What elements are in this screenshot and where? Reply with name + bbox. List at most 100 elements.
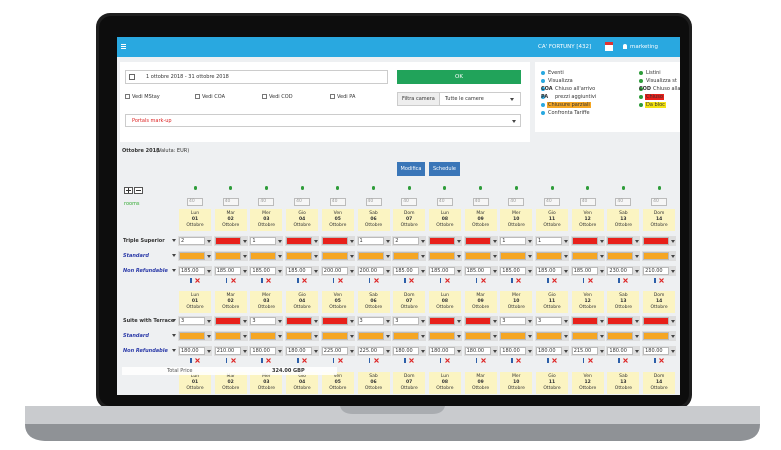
edit-icon[interactable] [475,278,478,283]
rooms-input[interactable]: 40 [222,198,239,206]
rooms-input[interactable]: 40 [187,198,203,206]
rate-cell[interactable]: 185.00 [463,266,498,276]
edit-icon[interactable] [618,358,620,363]
rate-cell[interactable] [213,251,248,261]
rate-cell[interactable] [606,251,641,261]
delete-icon[interactable] [659,358,665,363]
availability-cell[interactable]: 3 [356,316,391,326]
delete-icon[interactable] [480,278,486,283]
edit-icon[interactable] [654,278,656,283]
rate-cell[interactable]: 185.00 [213,266,248,276]
availability-cell[interactable] [427,316,462,326]
rate-cell[interactable] [606,331,641,341]
action-button[interactable]: Schedule [429,162,460,176]
rate-cell[interactable]: 230.00 [606,266,641,276]
rooms-input[interactable]: 40 [401,198,418,206]
rate-cell[interactable]: 180.00 [499,346,534,356]
rate-cell[interactable] [392,251,427,261]
delete-icon[interactable] [444,278,450,283]
rate-cell[interactable] [249,331,284,341]
delete-icon[interactable] [587,278,593,283]
rooms-input[interactable]: 40 [294,198,311,206]
delete-icon[interactable] [230,358,236,363]
menu-icon[interactable] [121,48,126,49]
availability-cell[interactable] [213,316,248,326]
rate-cell[interactable]: 180.00 [606,346,641,356]
delete-icon[interactable] [444,358,450,363]
availability-cell[interactable] [570,236,605,246]
ok-button[interactable]: OK [397,70,521,84]
rate-cell[interactable]: 185.00 [392,266,427,276]
camera-filter[interactable]: Filtra camera Tutte le camere [397,92,521,106]
availability-cell[interactable]: 1 [356,236,391,246]
availability-cell[interactable]: 1 [249,236,284,246]
menu-icon[interactable] [121,46,126,47]
edit-icon[interactable] [332,358,335,363]
delete-icon[interactable] [230,278,236,283]
edit-icon[interactable] [261,278,263,283]
edit-icon[interactable] [439,358,442,363]
delete-icon[interactable] [195,358,200,363]
availability-cell[interactable] [320,236,355,246]
edit-icon[interactable] [190,278,192,283]
availability-cell[interactable]: 3 [392,316,427,326]
availability-cell[interactable] [570,316,605,326]
availability-cell[interactable]: 3 [178,316,212,326]
availability-cell[interactable] [285,236,320,246]
delete-icon[interactable] [480,358,486,363]
edit-icon[interactable] [582,358,585,363]
rooms-input[interactable]: 40 [258,198,275,206]
rate-cell[interactable]: 185.00 [535,266,569,276]
rooms-input[interactable]: 40 [651,198,668,206]
availability-cell[interactable] [320,316,355,326]
rooms-input[interactable]: 40 [544,198,560,206]
action-button[interactable]: Modifica [397,162,425,176]
rate-cell[interactable] [178,251,212,261]
rate-cell[interactable]: 185.00 [427,266,462,276]
availability-cell[interactable] [463,236,498,246]
availability-cell[interactable]: 3 [499,316,534,326]
edit-icon[interactable] [190,358,192,363]
rate-cell[interactable] [570,331,605,341]
edit-icon[interactable] [475,358,478,363]
delete-icon[interactable] [373,358,379,363]
portals-field[interactable]: Portals mark-up [125,114,521,127]
delete-icon[interactable] [266,278,272,283]
edit-icon[interactable] [297,358,299,363]
availability-cell[interactable] [427,236,462,246]
delete-icon[interactable] [623,358,629,363]
rate-cell[interactable] [463,331,498,341]
rate-cell[interactable] [285,251,320,261]
rate-cell[interactable] [463,251,498,261]
availability-cell[interactable] [213,236,248,246]
rate-cell[interactable] [427,251,462,261]
edit-icon[interactable] [297,278,299,283]
rate-cell[interactable] [642,331,677,341]
rate-cell[interactable]: 180.00 [463,346,498,356]
availability-cell[interactable]: 2 [392,236,427,246]
delete-icon[interactable] [409,358,415,363]
rooms-input[interactable]: 40 [508,198,525,206]
checkbox[interactable] [262,94,267,99]
availability-cell[interactable]: 2 [178,236,212,246]
rate-cell[interactable] [427,331,462,341]
edit-icon[interactable] [511,358,513,363]
rate-cell[interactable]: 225.00 [356,346,391,356]
rate-cell[interactable]: 185.00 [249,266,284,276]
edit-icon[interactable] [225,278,228,283]
availability-cell[interactable]: 3 [535,316,569,326]
availability-cell[interactable]: 3 [249,316,284,326]
delete-icon[interactable] [552,358,557,363]
edit-icon[interactable] [582,278,585,283]
date-field[interactable]: 1 ottobre 2018 - 31 ottobre 2018 [125,70,388,84]
rate-cell[interactable]: 210.00 [642,266,677,276]
delete-icon[interactable] [409,278,415,283]
edit-icon[interactable] [547,358,549,363]
edit-icon[interactable] [404,278,406,283]
availability-cell[interactable]: 1 [535,236,569,246]
rate-cell[interactable] [249,251,284,261]
user-name[interactable]: marketing [630,44,659,50]
rate-cell[interactable]: 180.00 [285,346,320,356]
availability-cell[interactable] [606,316,641,326]
checkbox[interactable] [330,94,335,99]
